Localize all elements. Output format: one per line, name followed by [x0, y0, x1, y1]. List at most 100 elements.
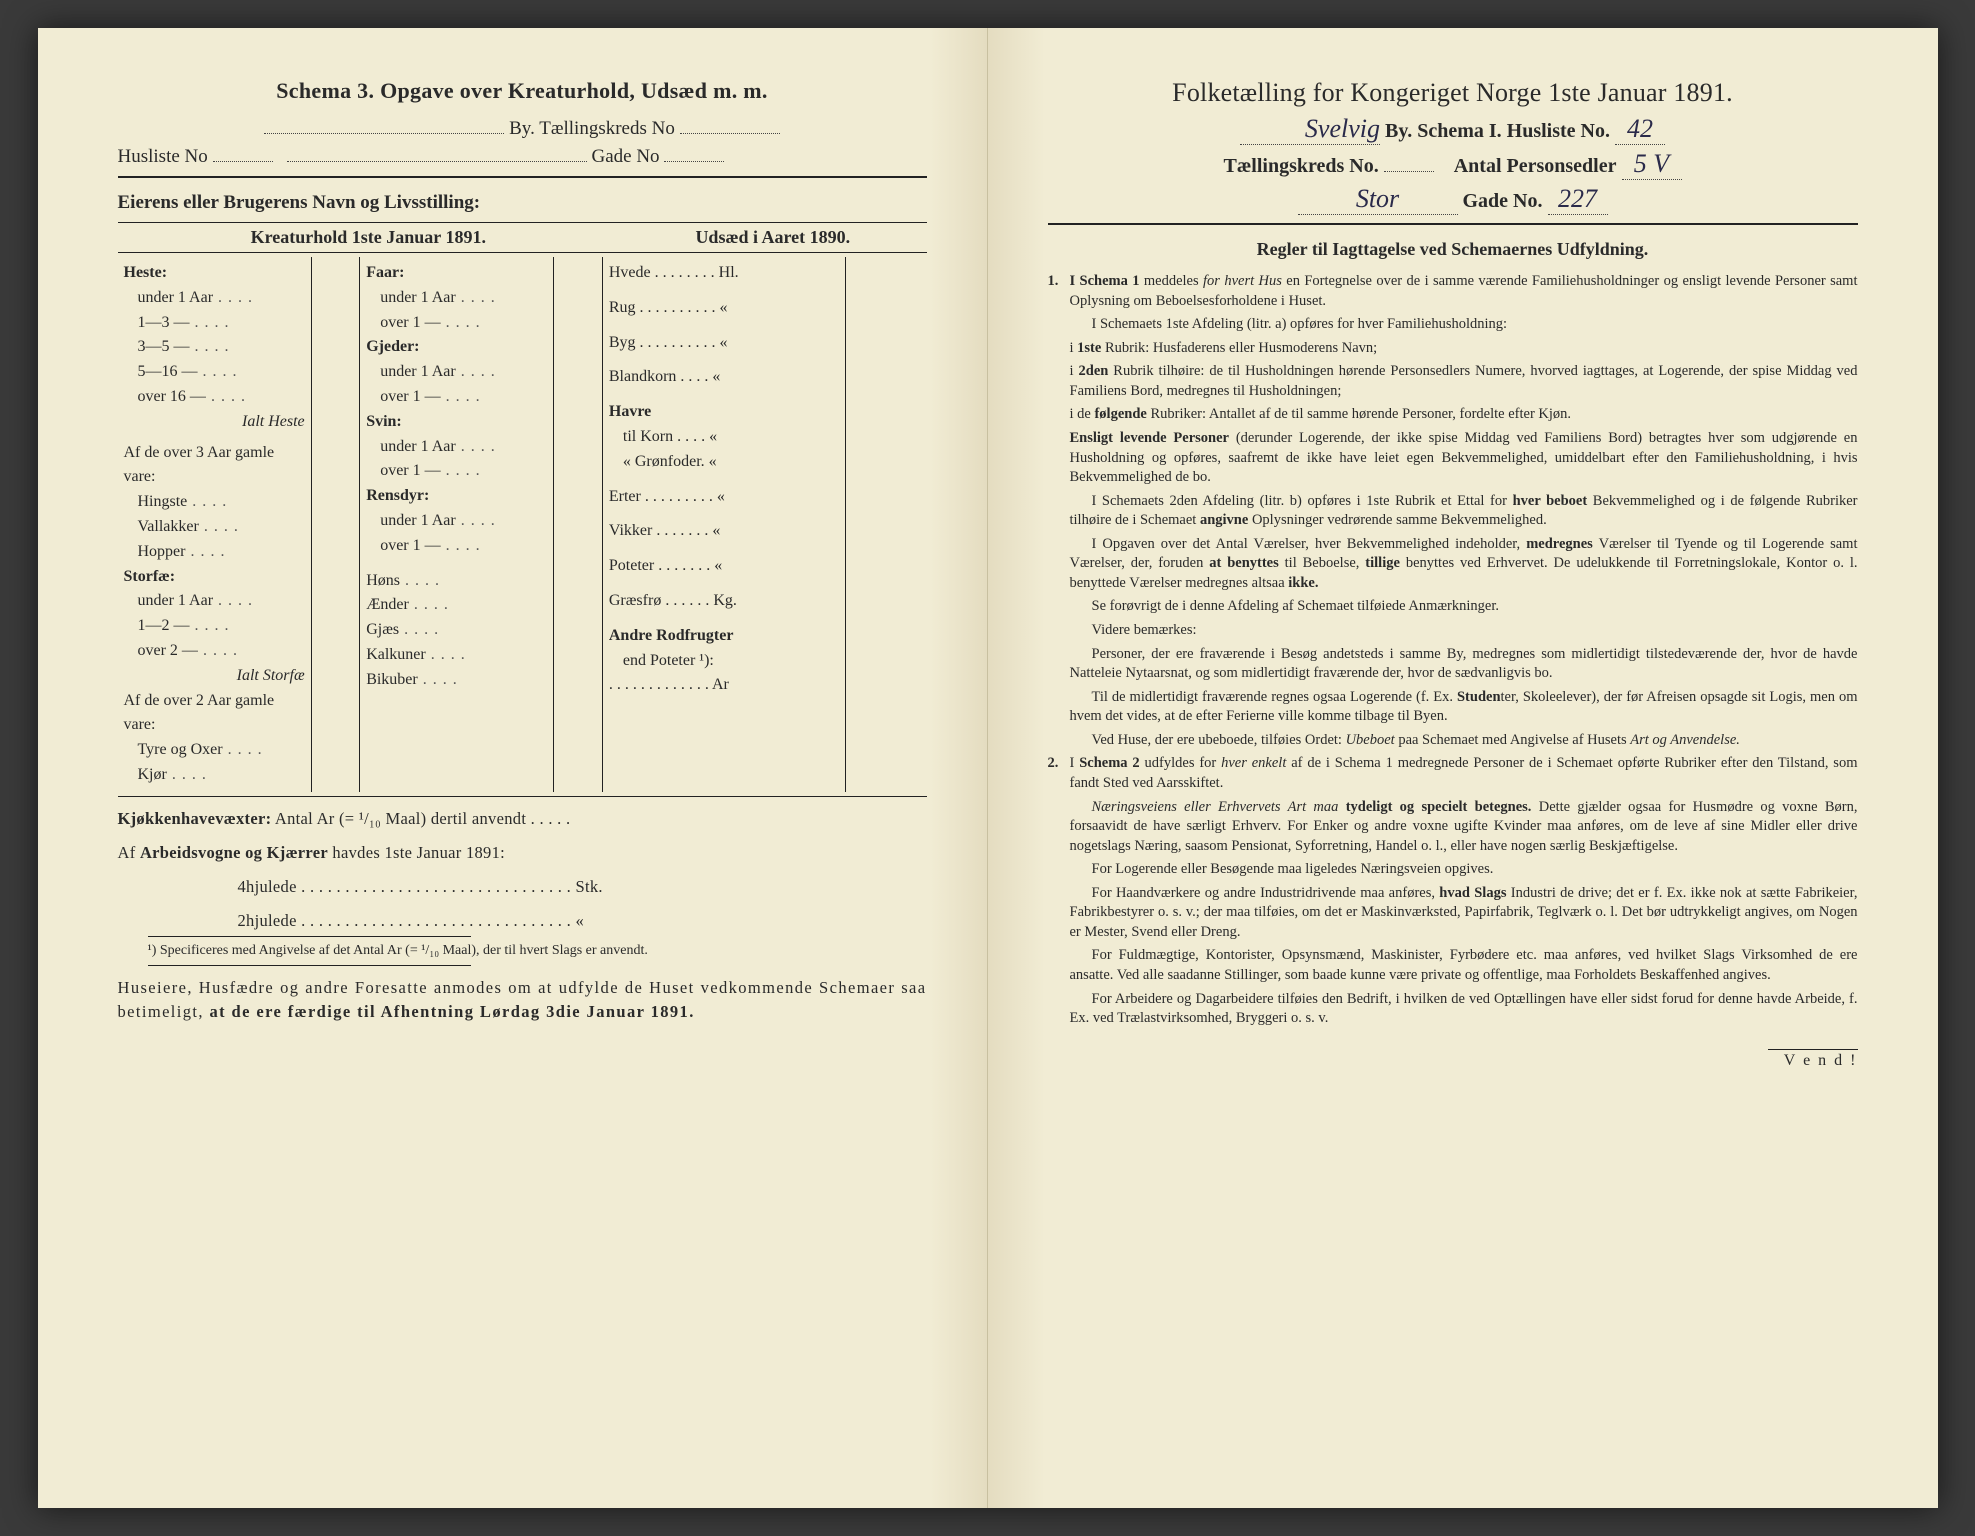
af3aar-row: Hingste — [124, 490, 305, 515]
rule2-p: Næringsveiens eller Erhvervets Art maa t… — [1070, 798, 1858, 857]
gjeder-row: over 1 — — [366, 385, 547, 410]
rules-body: 1. I Schema 1 meddeles for hvert Hus en … — [1048, 272, 1858, 1029]
rule1-p: Ved Huse, der ere ubeboede, tilføies Ord… — [1070, 731, 1858, 751]
udsaed-row: Byg . . . . . . . . . . « — [609, 331, 839, 356]
gade-line: Stor Gade No. 227 — [1048, 184, 1858, 215]
svin-head: Svin: — [366, 410, 547, 435]
udsaed-row: Græsfrø . . . . . . Kg. — [609, 589, 839, 614]
rule2-p: For Arbeidere og Dagarbeidere tilføies d… — [1070, 990, 1858, 1029]
af2aar-row: Tyre og Oxer — [124, 738, 305, 763]
left-page: Schema 3. Opgave over Kreaturhold, Udsæd… — [38, 28, 988, 1508]
col-e: Hvede . . . . . . . . Hl. Rug . . . . . … — [603, 257, 846, 792]
by-line: By. Tællingskreds No — [118, 118, 927, 140]
rule-num-2: 2. — [1048, 754, 1070, 774]
gade-handwritten: 227 — [1548, 184, 1608, 215]
eier-head: Eierens eller Brugerens Navn og Livsstil… — [118, 192, 927, 214]
rule2-p: For Logerende eller Besøgende maa ligele… — [1070, 860, 1858, 880]
rule1-p: Til de midlertidigt fraværende regnes og… — [1070, 688, 1858, 727]
storfae-row: under 1 Aar — [124, 589, 305, 614]
col-head-kreatur: Kreaturhold 1ste Januar 1891. — [118, 227, 620, 248]
arbeid-prefix: Af — [118, 843, 140, 862]
by-label: By. Tællingskreds No — [509, 118, 675, 139]
table-col-heads: Kreaturhold 1ste Januar 1891. Udsæd i Aa… — [118, 227, 927, 248]
rule1-p: i 1ste Rubrik: Husfaderens eller Husmode… — [1070, 339, 1858, 359]
gjeder-row: under 1 Aar — [366, 360, 547, 385]
arbeid-line: Af Arbeidsvogne og Kjærrer havdes 1ste J… — [118, 841, 927, 865]
storfae-head: Storfæ: — [124, 565, 305, 590]
udsaed-row: Hvede . . . . . . . . Hl. — [609, 261, 839, 286]
footnote: ¹) Specificeres med Angivelse af det Ant… — [148, 943, 927, 959]
rule2-p: For Fuldmægtige, Kontorister, Opsynsmænd… — [1070, 946, 1858, 985]
antal-handwritten: 5 V — [1622, 149, 1682, 180]
af3aar-row: Vallakker — [124, 515, 305, 540]
gjeder-head: Gjeder: — [366, 335, 547, 360]
rule1-p: i 2den Rubrik tilhøire: de til Husholdni… — [1070, 362, 1858, 401]
udsaed-row: til Korn . . . . « — [609, 425, 839, 450]
ialt-storfae: Ialt Storfæ — [124, 664, 305, 689]
arbeid-row: 4hjulede . . . . . . . . . . . . . . . .… — [118, 875, 927, 899]
kjok-rest: Antal Ar (= ¹/₁₀ Maal) dertil anvendt . … — [275, 809, 571, 828]
husliste-line: Husliste No Gade No — [118, 146, 927, 168]
heste-row: 5—16 — — [124, 360, 305, 385]
faar-row: over 1 — — [366, 311, 547, 336]
rule1-p: I Schemaets 2den Afdeling (litr. b) opfø… — [1070, 492, 1858, 531]
other-row: Gjæs — [366, 618, 547, 643]
faar-row: under 1 Aar — [366, 286, 547, 311]
census-title: Folketælling for Kongeriget Norge 1ste J… — [1048, 78, 1858, 108]
col-a: Heste: under 1 Aar 1—3 — 3—5 — 5—16 — ov… — [118, 257, 312, 792]
rensdyr-row: under 1 Aar — [366, 509, 547, 534]
af3aar-head: Af de over 3 Aar gamle vare: — [124, 441, 305, 491]
rule1-p: Ensligt levende Personer (derunder Loger… — [1070, 429, 1858, 488]
udsaed-row: Poteter . . . . . . . « — [609, 554, 839, 579]
rule2-p: For Haandværkere og andre Industridriven… — [1070, 884, 1858, 943]
husliste-handwritten: 42 — [1615, 114, 1665, 145]
udsaed-row: Vikker . . . . . . . « — [609, 519, 839, 544]
right-page: Folketælling for Kongeriget Norge 1ste J… — [988, 28, 1938, 1508]
heste-row: over 16 — — [124, 385, 305, 410]
ialt-heste: Ialt Heste — [124, 410, 305, 435]
kreds-label: Tællingskreds No. — [1224, 155, 1379, 177]
rule1-p: Se forøvrigt de i denne Afdeling af Sche… — [1070, 597, 1858, 617]
stor-handwritten: Stor — [1298, 184, 1458, 215]
rensdyr-head: Rensdyr: — [366, 484, 547, 509]
rensdyr-row: over 1 — — [366, 534, 547, 559]
udsaed-row: . . . . . . . . . . . . . Ar — [609, 673, 839, 698]
rule1-p: Personer, der ere fraværende i Besøg and… — [1070, 645, 1858, 684]
other-row: Kalkuner — [366, 643, 547, 668]
col-c: Faar: under 1 Aar over 1 — Gjeder: under… — [360, 257, 554, 792]
schema3-title: Schema 3. Opgave over Kreaturhold, Udsæd… — [118, 78, 927, 104]
book-spread: Schema 3. Opgave over Kreaturhold, Udsæd… — [38, 28, 1938, 1508]
heste-row: 3—5 — — [124, 335, 305, 360]
antal-label: Antal Personsedler — [1454, 155, 1617, 177]
arbeid-rest: havdes 1ste Januar 1891: — [328, 843, 505, 862]
gade-label-r: Gade No. — [1463, 190, 1543, 212]
heste-row: 1—3 — — [124, 311, 305, 336]
by-schema-label: By. Schema I. Husliste No. — [1385, 120, 1610, 142]
udsaed-row: « Grønfoder. « — [609, 450, 839, 475]
af3aar-row: Hopper — [124, 540, 305, 565]
svin-row: over 1 — — [366, 459, 547, 484]
vend-label: V e n d ! — [1768, 1049, 1858, 1070]
rule-num-1: 1. — [1048, 272, 1070, 292]
rule2-p: I Schema 2 udfyldes for hver enkelt af d… — [1070, 754, 1858, 793]
col-head-udsaed: Udsæd i Aaret 1890. — [619, 227, 926, 248]
heste-head: Heste: — [124, 261, 305, 286]
storfae-row: 1—2 — — [124, 614, 305, 639]
arbeid-bold: Arbeidsvogne og Kjærrer — [140, 843, 328, 862]
af2aar-row: Kjør — [124, 763, 305, 788]
af2aar-head: Af de over 2 Aar gamle vare: — [124, 689, 305, 739]
col-b-blank — [312, 257, 361, 792]
storfae-row: over 2 — — [124, 639, 305, 664]
udsaed-row: Andre Rodfrugter — [609, 624, 839, 649]
other-row: Høns — [366, 569, 547, 594]
kreatur-table: Heste: under 1 Aar 1—3 — 3—5 — 5—16 — ov… — [118, 257, 927, 792]
heste-row: under 1 Aar — [124, 286, 305, 311]
udsaed-row: Blandkorn . . . . « — [609, 365, 839, 390]
husliste-label: Husliste No — [118, 146, 208, 167]
kjok-label: Kjøkkenhavevæxter: — [118, 809, 272, 828]
svin-row: under 1 Aar — [366, 435, 547, 460]
col-d-blank — [554, 257, 603, 792]
rule1-p: I Opgaven over det Antal Værelser, hver … — [1070, 535, 1858, 594]
rule1-p: Videre bemærkes: — [1070, 621, 1858, 641]
regler-head: Regler til Iagttagelse ved Schemaernes U… — [1048, 239, 1858, 260]
